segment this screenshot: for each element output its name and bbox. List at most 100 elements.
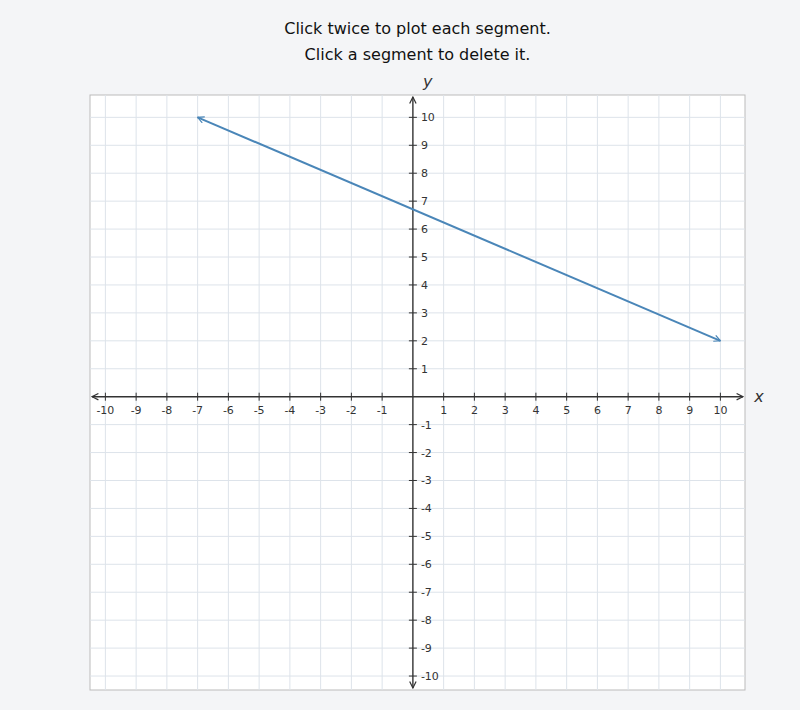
tick-label: 3 bbox=[502, 404, 509, 417]
tick bbox=[409, 452, 417, 453]
grid-line bbox=[228, 95, 229, 690]
tick-label: 10 bbox=[421, 111, 435, 124]
tick bbox=[409, 648, 417, 649]
tick-label: -1 bbox=[377, 404, 388, 417]
tick-label: 2 bbox=[421, 335, 428, 348]
grid-line bbox=[505, 95, 506, 690]
data bbox=[198, 117, 721, 340]
grid-line bbox=[689, 95, 690, 690]
tick bbox=[409, 424, 417, 425]
tick-label: -9 bbox=[421, 642, 432, 655]
tick-label: 10 bbox=[713, 404, 727, 417]
grid-line bbox=[90, 676, 745, 677]
tick bbox=[320, 393, 321, 401]
tick bbox=[409, 173, 417, 174]
tick bbox=[409, 284, 417, 285]
tick bbox=[351, 393, 352, 401]
tick-label: 4 bbox=[532, 404, 539, 417]
tick-label: -3 bbox=[315, 404, 326, 417]
grid-line bbox=[320, 95, 321, 690]
grid-line bbox=[90, 340, 745, 341]
tick bbox=[105, 393, 106, 401]
tick bbox=[409, 564, 417, 565]
tick bbox=[409, 508, 417, 509]
grid-line bbox=[90, 257, 745, 258]
tick-label: -2 bbox=[346, 404, 357, 417]
tick bbox=[136, 393, 137, 401]
grid-line bbox=[90, 620, 745, 621]
tick-label: 7 bbox=[625, 404, 632, 417]
tick bbox=[535, 393, 536, 401]
tick bbox=[409, 676, 417, 677]
tick-label: 6 bbox=[421, 223, 428, 236]
tick-label: -5 bbox=[254, 404, 265, 417]
tick-label: 4 bbox=[421, 279, 428, 292]
subtitle: Click a segment to delete it. bbox=[305, 45, 531, 64]
tick bbox=[505, 393, 506, 401]
tick-label: -8 bbox=[421, 614, 432, 627]
tick-label: -4 bbox=[284, 404, 295, 417]
grid-line bbox=[90, 648, 745, 649]
tick-label: -9 bbox=[131, 404, 142, 417]
y-axis-label: y bbox=[422, 72, 433, 91]
tick bbox=[382, 393, 383, 401]
tick bbox=[689, 393, 690, 401]
tick bbox=[409, 536, 417, 537]
tick bbox=[443, 393, 444, 401]
tick-label: -10 bbox=[96, 404, 114, 417]
tick bbox=[409, 257, 417, 258]
grid-line bbox=[628, 95, 629, 690]
grid-line bbox=[90, 564, 745, 565]
segment[interactable] bbox=[198, 117, 721, 340]
tick bbox=[628, 393, 629, 401]
grid-line bbox=[90, 508, 745, 509]
tick-label: -6 bbox=[223, 404, 234, 417]
tick-label: 9 bbox=[421, 139, 428, 152]
grid-line bbox=[90, 229, 745, 230]
tick-label: -7 bbox=[192, 404, 203, 417]
tick bbox=[409, 117, 417, 118]
tick bbox=[409, 340, 417, 341]
tick bbox=[409, 592, 417, 593]
tick-label: 1 bbox=[440, 404, 447, 417]
tick bbox=[289, 393, 290, 401]
tick-label: 8 bbox=[655, 404, 662, 417]
tick bbox=[409, 368, 417, 369]
grid-line bbox=[90, 424, 745, 425]
tick bbox=[197, 393, 198, 401]
tick bbox=[166, 393, 167, 401]
grid-line bbox=[259, 95, 260, 690]
grid-line bbox=[289, 95, 290, 690]
tick-label: 9 bbox=[686, 404, 693, 417]
tick bbox=[409, 229, 417, 230]
tick-label: 2 bbox=[471, 404, 478, 417]
grid-line bbox=[166, 95, 167, 690]
tick-label: -1 bbox=[421, 419, 432, 432]
grid-line bbox=[566, 95, 567, 690]
tick bbox=[259, 393, 260, 401]
grid-line bbox=[90, 480, 745, 481]
grid-line bbox=[90, 201, 745, 202]
x-axis-label: x bbox=[753, 387, 764, 406]
tick-label: -3 bbox=[421, 474, 432, 487]
tick-label: -5 bbox=[421, 530, 432, 543]
grid-line bbox=[90, 312, 745, 313]
tick bbox=[228, 393, 229, 401]
tick bbox=[409, 620, 417, 621]
tick-label: 3 bbox=[421, 307, 428, 320]
y-axis bbox=[412, 97, 413, 688]
tick bbox=[409, 201, 417, 202]
grid-line bbox=[136, 95, 137, 690]
grid-line bbox=[597, 95, 598, 690]
tick-label: -8 bbox=[161, 404, 172, 417]
tick-label: -2 bbox=[421, 447, 432, 460]
tick bbox=[409, 480, 417, 481]
tick-label: 5 bbox=[563, 404, 570, 417]
tick-label: 8 bbox=[421, 167, 428, 180]
chart: Click twice to plot each segment.Click a… bbox=[0, 0, 800, 710]
grid-line bbox=[382, 95, 383, 690]
grid-line bbox=[90, 145, 745, 146]
grid-line bbox=[535, 95, 536, 690]
grid-line bbox=[90, 592, 745, 593]
tick bbox=[658, 393, 659, 401]
